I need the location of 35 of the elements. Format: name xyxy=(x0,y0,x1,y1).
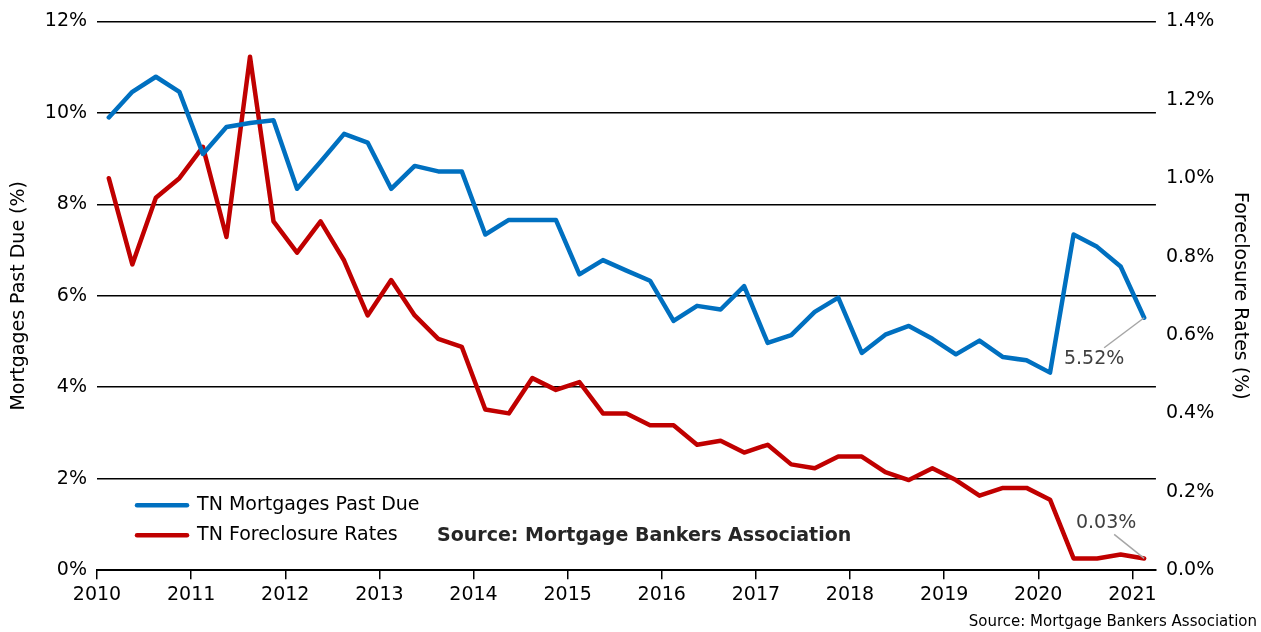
y-tick-label: 2% xyxy=(56,465,88,488)
y2-axis-title: Foreclosure Rates (%) xyxy=(1230,191,1253,400)
y2-tick-label: 0.4% xyxy=(1165,400,1215,423)
x-tick-label: 2017 xyxy=(731,581,781,604)
x-tick-label: 2018 xyxy=(825,581,875,604)
legend-label: TN Foreclosure Rates xyxy=(196,522,398,545)
y-tick-label: 0% xyxy=(56,557,88,580)
y-tick-label: 8% xyxy=(56,191,88,214)
x-tick-label: 2011 xyxy=(166,581,216,604)
y-tick-label: 4% xyxy=(56,374,88,397)
y2-tick-label: 1.4% xyxy=(1165,8,1215,31)
annotation: 0.03% xyxy=(1075,509,1137,532)
annotation: Source: Mortgage Bankers Association xyxy=(437,523,852,546)
x-tick-label: 2019 xyxy=(919,581,969,604)
x-tick-label: 2010 xyxy=(72,581,122,604)
x-tick-label: 2015 xyxy=(543,581,592,604)
y2-tick-label: 0.2% xyxy=(1165,478,1215,501)
y2-tick-label: 0.8% xyxy=(1165,243,1215,266)
y2-tick-label: 0.6% xyxy=(1165,321,1215,344)
legend-label: TN Mortgages Past Due xyxy=(196,492,420,515)
annotation: 5.52% xyxy=(1063,346,1125,369)
y2-tick-label: 1.0% xyxy=(1165,165,1215,188)
x-tick-label: 2014 xyxy=(449,581,498,604)
x-tick-label: 2016 xyxy=(637,581,686,604)
y-tick-label: 12% xyxy=(44,8,88,31)
x-tick-label: 2012 xyxy=(261,581,310,604)
source-note: Source: Mortgage Bankers Association xyxy=(968,612,1257,631)
y2-tick-label: 0.0% xyxy=(1165,557,1215,580)
x-tick-label: 2020 xyxy=(1014,581,1063,604)
y-tick-label: 10% xyxy=(44,99,88,122)
x-tick-label: 2021 xyxy=(1108,581,1157,604)
x-tick-label: 2013 xyxy=(355,581,404,604)
y2-tick-label: 1.2% xyxy=(1165,86,1215,109)
y-axis-title: Mortgages Past Due (%) xyxy=(6,181,29,411)
y-tick-label: 6% xyxy=(56,282,88,305)
